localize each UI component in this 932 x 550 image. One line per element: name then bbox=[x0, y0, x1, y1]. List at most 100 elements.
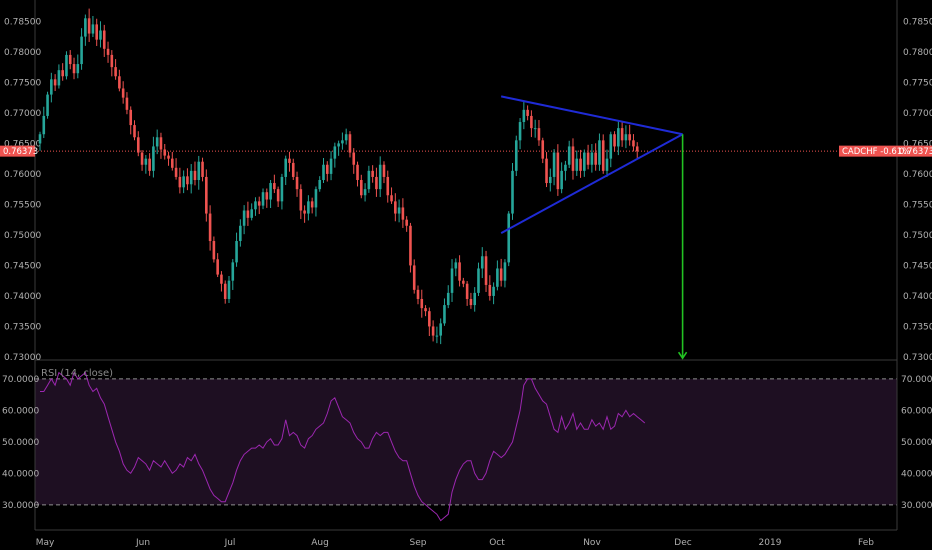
candle-body bbox=[499, 268, 503, 281]
candle-body bbox=[416, 289, 420, 299]
candle-body bbox=[484, 256, 488, 285]
candle-body bbox=[435, 335, 439, 337]
candle-body bbox=[197, 161, 201, 180]
candle-body bbox=[171, 158, 174, 168]
candle-body bbox=[613, 134, 616, 147]
candle-body bbox=[537, 128, 541, 141]
price-tick-left: 0.73000 bbox=[4, 353, 41, 363]
candle-body bbox=[390, 195, 393, 202]
price-tick-right: 0.74500 bbox=[903, 261, 932, 271]
candle-body bbox=[541, 140, 545, 159]
candle-body bbox=[386, 176, 390, 196]
candle-body bbox=[212, 241, 216, 260]
candle-body bbox=[367, 170, 371, 190]
candle-body bbox=[352, 152, 356, 165]
price-tick-left: 0.76500 bbox=[4, 139, 41, 149]
rsi-tick-right: 50.0000 bbox=[901, 438, 932, 448]
candle-body bbox=[57, 70, 61, 86]
candle-body bbox=[261, 192, 265, 206]
candle-body bbox=[363, 189, 367, 196]
candle-body bbox=[84, 18, 87, 37]
candle-body bbox=[590, 152, 594, 165]
candle-body bbox=[583, 152, 586, 171]
price-tick-right: 0.74000 bbox=[903, 292, 932, 302]
candle-body bbox=[269, 183, 272, 200]
candle-body bbox=[360, 180, 363, 196]
target-arrow-head bbox=[677, 351, 688, 360]
candle-body bbox=[318, 180, 322, 190]
candle-body bbox=[121, 88, 125, 98]
time-tick: May bbox=[36, 538, 55, 548]
candle-body bbox=[552, 152, 556, 177]
candle-body bbox=[344, 134, 348, 141]
candle-body bbox=[424, 308, 427, 312]
price-tick-left: 0.78500 bbox=[4, 17, 41, 27]
candle-body bbox=[136, 137, 140, 153]
candle-body bbox=[186, 176, 189, 185]
candle-body bbox=[492, 286, 495, 296]
price-tick-labels-right: 0.78500 0.78000 0.77500 0.77000 0.76500 0.760… bbox=[903, 17, 932, 363]
candle-body bbox=[72, 64, 76, 74]
rsi-line bbox=[40, 371, 646, 522]
candle-body bbox=[375, 176, 378, 190]
candle-body bbox=[431, 326, 435, 336]
time-tick: Sep bbox=[410, 538, 427, 548]
candle-body bbox=[605, 158, 609, 171]
last-price-badge-left: 0.76373 bbox=[0, 145, 38, 157]
candle-body bbox=[76, 64, 80, 74]
price-tick-right: 0.78500 bbox=[903, 17, 932, 27]
candle-body bbox=[601, 140, 605, 171]
time-tick: Aug bbox=[311, 538, 329, 548]
candle-body bbox=[87, 18, 91, 34]
last-price-label-left: 0.76373 bbox=[3, 147, 38, 157]
candle-body bbox=[257, 201, 261, 206]
candle-body bbox=[518, 122, 522, 141]
price-tick-left: 0.76000 bbox=[4, 170, 41, 180]
candle-body bbox=[148, 158, 151, 171]
candle-body bbox=[549, 176, 552, 184]
candle-body bbox=[178, 176, 182, 188]
candle-body bbox=[514, 140, 518, 171]
candle-body bbox=[110, 54, 114, 68]
candle-body bbox=[632, 140, 635, 147]
candle-body bbox=[322, 164, 325, 180]
price-tick-left: 0.74000 bbox=[4, 292, 41, 302]
candle-body bbox=[617, 128, 620, 147]
candle-body bbox=[530, 115, 533, 129]
candle-body bbox=[273, 183, 276, 190]
candle-body bbox=[189, 170, 193, 185]
candle-body bbox=[216, 259, 219, 275]
time-tick: Jul bbox=[224, 538, 236, 548]
price-tick-left: 0.77000 bbox=[4, 109, 41, 119]
price-tick-left: 0.78000 bbox=[4, 48, 41, 58]
rsi-band-fill bbox=[35, 378, 897, 505]
candle-body bbox=[288, 158, 291, 163]
candle-body bbox=[545, 158, 548, 184]
candle-body bbox=[575, 158, 579, 171]
candle-body bbox=[609, 134, 613, 159]
candle-body bbox=[401, 207, 405, 220]
candle-body bbox=[586, 152, 590, 165]
candle-body bbox=[496, 268, 499, 287]
candle-body bbox=[465, 283, 469, 299]
rsi-tick-left: 30.0000 bbox=[2, 501, 39, 511]
candle-body bbox=[394, 201, 397, 214]
candle-body bbox=[163, 149, 167, 156]
candle-body bbox=[556, 152, 560, 190]
rsi-tick-left: 40.0000 bbox=[2, 469, 39, 479]
candle-body bbox=[624, 134, 628, 141]
candle-body bbox=[91, 24, 95, 34]
time-tick: Dec bbox=[674, 538, 691, 548]
candle-body bbox=[118, 76, 121, 89]
candle-body bbox=[42, 115, 46, 135]
price-tick-right: 0.75000 bbox=[903, 231, 932, 241]
candle-body bbox=[314, 189, 318, 208]
candle-body bbox=[250, 209, 253, 218]
candle-body bbox=[598, 140, 601, 165]
candle-body bbox=[511, 170, 514, 214]
time-tick: Jun bbox=[135, 538, 150, 548]
candle-body bbox=[284, 158, 287, 177]
instrument-change-label: CADCHF -0.61% bbox=[842, 147, 910, 157]
candle-body bbox=[325, 164, 329, 174]
rsi-tick-right: 60.0000 bbox=[901, 406, 932, 416]
